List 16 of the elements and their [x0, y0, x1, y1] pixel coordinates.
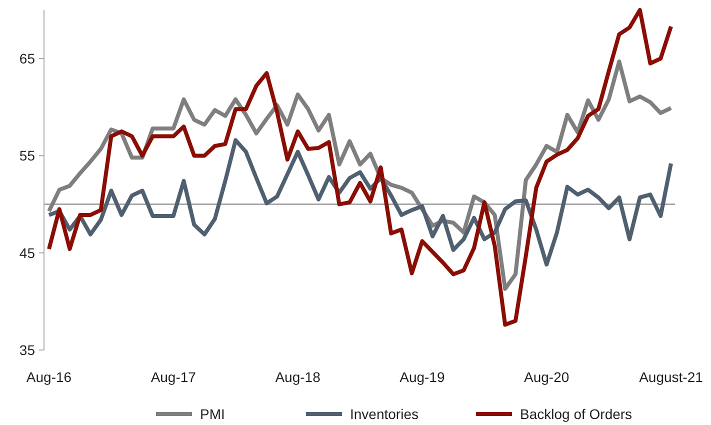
y-tick-label: 45	[19, 244, 36, 261]
x-tick-label: Aug-16	[26, 369, 72, 385]
x-tick-label: Aug-17	[150, 369, 196, 385]
x-tick-label: Aug-18	[275, 369, 321, 385]
y-tick-label: 55	[19, 148, 36, 164]
legend-label: PMI	[200, 406, 225, 422]
y-tick-label: 65	[19, 50, 36, 67]
legend-label: Inventories	[350, 406, 418, 422]
line-series	[47, 8, 673, 327]
legend-label: Backlog of Orders	[520, 406, 632, 422]
x-tick-label: Aug-20	[524, 369, 570, 385]
line-series	[47, 59, 673, 291]
x-tick-label: August-21	[639, 369, 704, 385]
y-tick-label: 35	[19, 342, 36, 358]
x-tick-label: Aug-19	[400, 369, 445, 385]
line-series	[47, 138, 673, 267]
